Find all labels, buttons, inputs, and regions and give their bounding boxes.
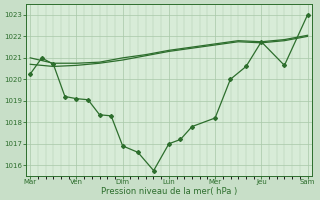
X-axis label: Pression niveau de la mer( hPa ): Pression niveau de la mer( hPa ) (101, 187, 237, 196)
